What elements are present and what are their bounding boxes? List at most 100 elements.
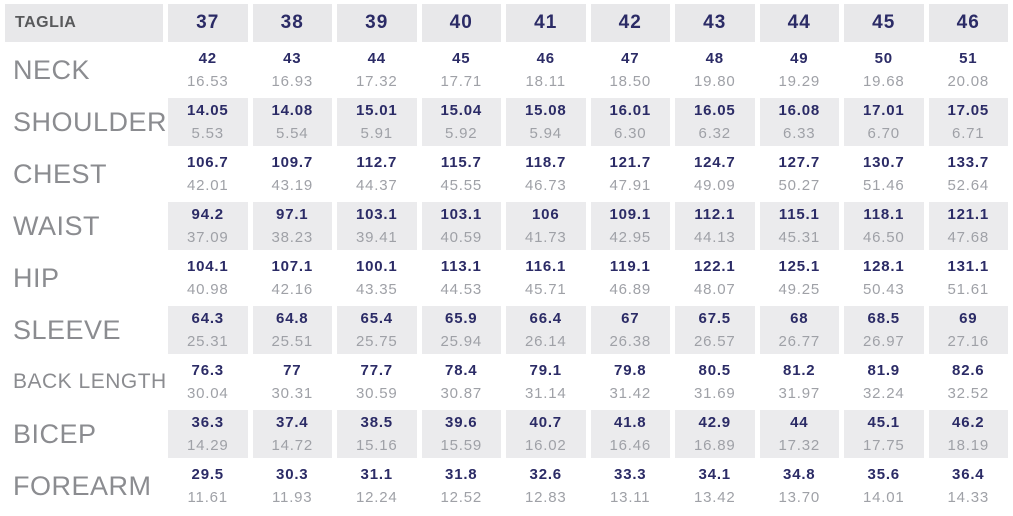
inch-value: 12.24 [355, 489, 398, 506]
row-label: HIP [5, 254, 163, 302]
cm-value: 116.1 [525, 258, 567, 275]
inch-value: 47.91 [609, 177, 652, 194]
measurement-cell: 130.7 51.46 [844, 150, 924, 198]
measurement-cell: 45 17.71 [421, 46, 501, 94]
inch-value: 19.29 [778, 73, 821, 90]
inch-value: 18.19 [947, 437, 990, 454]
measurement-cell: 45.1 17.75 [844, 410, 924, 458]
cm-value: 94.2 [191, 206, 224, 223]
inch-value: 52.64 [947, 177, 990, 194]
cm-value: 51 [959, 50, 978, 67]
row-label: SHOULDER [5, 98, 167, 146]
cm-value: 106 [532, 206, 560, 223]
inch-value: 25.51 [271, 333, 314, 350]
table-row: HIP 104.1 40.98 107.1 42.16 100.1 43.35 113.1 44… [5, 254, 1008, 302]
cm-value: 64.8 [276, 310, 309, 327]
measurement-cell: 46.2 18.19 [928, 410, 1008, 458]
cm-value: 44 [790, 414, 809, 431]
measurement-cell: 122.1 48.07 [675, 254, 755, 302]
measurement-cell: 48 19.80 [675, 46, 755, 94]
inch-value: 6.70 [867, 125, 900, 142]
inch-value: 11.61 [187, 489, 228, 506]
measurement-cell: 127.7 50.27 [759, 150, 839, 198]
measurement-cell: 118.1 46.50 [844, 202, 924, 250]
inch-value: 20.08 [947, 73, 990, 90]
size-chart-body: NECK 42 16.53 43 16.93 44 17.32 45 17.71 46 18.11 4… [5, 46, 1008, 510]
measurement-cell: 17.01 6.70 [844, 98, 924, 146]
measurement-cell: 116.1 45.71 [506, 254, 586, 302]
measurement-cell: 115.7 45.55 [421, 150, 501, 198]
measurement-cell: 106.7 42.01 [168, 150, 248, 198]
inch-value: 17.75 [862, 437, 905, 454]
cm-value: 81.9 [867, 362, 900, 379]
inch-value: 19.68 [862, 73, 905, 90]
measurement-cell: 104.1 40.98 [168, 254, 248, 302]
measurement-cell: 38.5 15.16 [337, 410, 417, 458]
inch-value: 32.52 [947, 385, 990, 402]
measurement-cell: 41.8 16.46 [590, 410, 670, 458]
measurement-cell: 15.01 5.91 [337, 98, 417, 146]
cm-value: 109.7 [271, 154, 314, 171]
measurement-cell: 81.2 31.97 [759, 358, 839, 406]
inch-value: 46.50 [862, 229, 905, 246]
measurement-cell: 46 18.11 [506, 46, 586, 94]
size-chart-header: TAGLIA 37 38 39 40 41 42 43 44 45 46 [5, 4, 1008, 42]
measurement-cell: 69 27.16 [928, 306, 1008, 354]
measurement-cell: 31.8 12.52 [421, 462, 501, 510]
header-row: TAGLIA 37 38 39 40 41 42 43 44 45 46 [5, 4, 1008, 42]
table-row: WAIST 94.2 37.09 97.1 38.23 103.1 39.41 103.1 40… [5, 202, 1008, 250]
inch-value: 25.75 [355, 333, 398, 350]
cm-value: 29.5 [191, 466, 224, 483]
size-column-header: 45 [844, 4, 924, 42]
inch-value: 40.98 [186, 281, 229, 298]
measurement-cell: 125.1 49.25 [759, 254, 839, 302]
inch-value: 13.70 [778, 489, 821, 506]
row-label: BICEP [5, 410, 163, 458]
size-column-header: 37 [168, 4, 248, 42]
measurement-cell: 42.9 16.89 [675, 410, 755, 458]
measurement-cell: 14.05 5.53 [168, 98, 248, 146]
inch-value: 5.54 [276, 125, 309, 142]
cm-value: 121.1 [947, 206, 990, 223]
cm-value: 66.4 [529, 310, 562, 327]
inch-value: 31.42 [609, 385, 652, 402]
cm-value: 104.1 [186, 258, 229, 275]
table-row: SLEEVE 64.3 25.31 64.8 25.51 65.4 25.75 65.9 25.… [5, 306, 1008, 354]
inch-value: 6.32 [698, 125, 731, 142]
inch-value: 15.59 [440, 437, 483, 454]
inch-value: 16.93 [271, 73, 314, 90]
cm-value: 127.7 [778, 154, 821, 171]
measurement-cell: 109.1 42.95 [590, 202, 670, 250]
measurement-cell: 14.08 5.54 [252, 98, 332, 146]
inch-value: 39.41 [355, 229, 398, 246]
measurement-cell: 103.1 39.41 [337, 202, 417, 250]
inch-value: 5.53 [191, 125, 224, 142]
cm-value: 100.1 [355, 258, 398, 275]
cm-value: 31.8 [445, 466, 478, 483]
cm-value: 42.9 [698, 414, 731, 431]
cm-value: 15.04 [440, 102, 483, 119]
cm-value: 33.3 [614, 466, 647, 483]
measurement-cell: 121.1 47.68 [928, 202, 1008, 250]
inch-value: 6.71 [952, 125, 985, 142]
inch-value: 12.83 [524, 489, 567, 506]
inch-value: 30.59 [355, 385, 398, 402]
table-row: BACK LENGTH 76.3 30.04 77 30.31 77.7 30.59 78.4… [5, 358, 1008, 406]
inch-value: 25.94 [440, 333, 483, 350]
size-column-header: 39 [337, 4, 417, 42]
measurement-cell: 35.6 14.01 [844, 462, 924, 510]
inch-value: 26.97 [862, 333, 905, 350]
cm-value: 42 [198, 50, 217, 67]
cm-value: 50 [874, 50, 893, 67]
cm-value: 39.6 [445, 414, 478, 431]
inch-value: 13.42 [693, 489, 736, 506]
taglia-header-label: TAGLIA [5, 4, 163, 42]
measurement-cell: 42 16.53 [168, 46, 248, 94]
cm-value: 77.7 [360, 362, 393, 379]
inch-value: 42.95 [609, 229, 652, 246]
inch-value: 5.94 [529, 125, 562, 142]
inch-value: 26.38 [609, 333, 652, 350]
measurement-cell: 32.6 12.83 [506, 462, 586, 510]
cm-value: 15.01 [355, 102, 398, 119]
measurement-cell: 113.1 44.53 [421, 254, 501, 302]
